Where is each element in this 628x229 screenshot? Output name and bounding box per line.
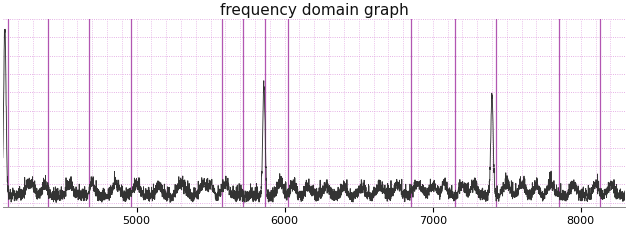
Title: frequency domain graph: frequency domain graph [220,3,408,18]
